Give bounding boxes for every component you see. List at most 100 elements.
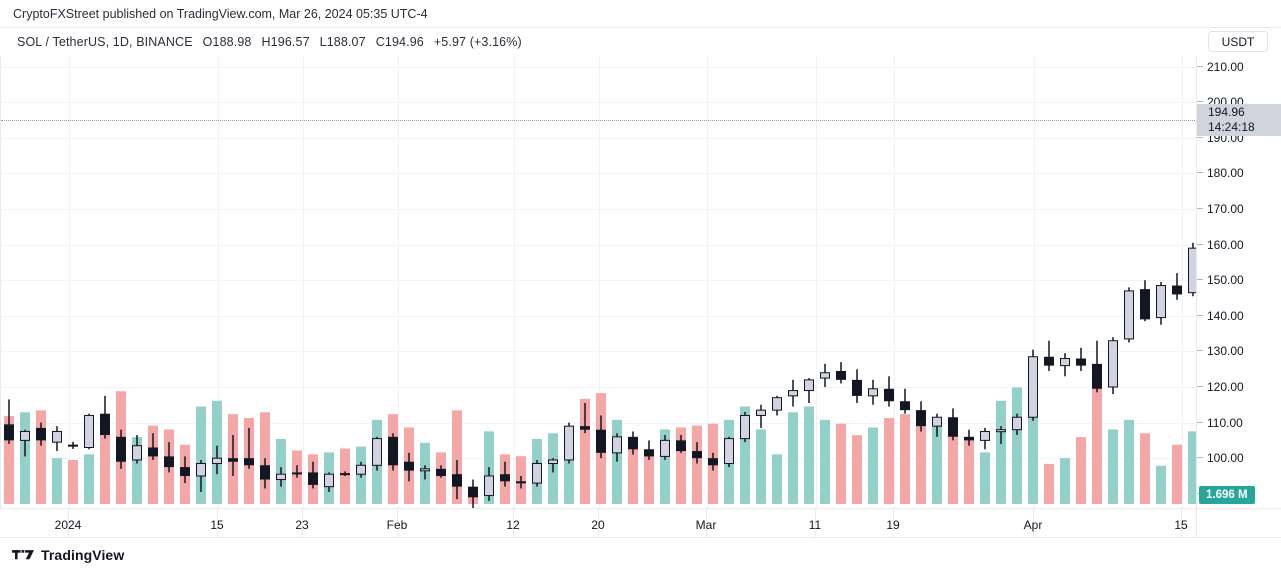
candle-body-bullish: [756, 409, 766, 416]
candle-body-bullish: [564, 425, 574, 461]
candle-body-bearish: [916, 410, 926, 427]
time-axis-separator: [302, 509, 303, 537]
candle-wick: [232, 435, 234, 476]
time-axis-separator: [598, 509, 599, 537]
legend-symbol[interactable]: SOL / TetherUS, 1D, BINANCE: [17, 35, 193, 49]
price-tick-label: 210.00: [1197, 61, 1244, 73]
candle-body-bearish: [180, 467, 190, 476]
volume-value: 1.696 M: [1206, 489, 1248, 501]
candle-body-bearish: [676, 440, 686, 452]
currency-badge[interactable]: USDT: [1208, 31, 1268, 52]
candle-body-bullish: [1108, 340, 1118, 388]
volume-bar: [1092, 374, 1102, 504]
time-tick-label: 11: [808, 518, 822, 532]
candle-body-bearish: [292, 472, 302, 475]
volume-bar: [196, 406, 206, 504]
volume-bar: [340, 448, 350, 504]
candle-body-bullish: [372, 438, 382, 466]
candle-body-bearish: [708, 458, 718, 466]
time-tick-label: 12: [506, 518, 520, 532]
time-tick-label: 2024: [54, 518, 82, 532]
volume-bar: [20, 412, 30, 504]
volume-bar: [1012, 387, 1022, 504]
gridline-horizontal: [1, 245, 1196, 246]
candle-wick: [8, 399, 10, 444]
candle-body-bearish: [1092, 363, 1102, 389]
gridline-vertical: [398, 56, 399, 508]
price-tick-label: 120.00: [1197, 381, 1244, 393]
candle-body-bearish: [404, 461, 414, 471]
volume-bar: [756, 429, 766, 504]
gridline-horizontal: [1, 173, 1196, 174]
candle-wick: [24, 429, 26, 457]
gridline-horizontal: [1, 209, 1196, 210]
gridline-vertical: [69, 56, 70, 508]
candle-body-bullish: [1124, 290, 1134, 340]
time-tick-label: 23: [295, 518, 309, 532]
gridline-horizontal: [1, 67, 1196, 68]
volume-bar: [772, 454, 782, 504]
legend-close: C194.96: [375, 35, 424, 49]
footer-branding: TradingView: [0, 539, 1281, 571]
candle-body-bullish: [996, 429, 1006, 433]
volume-bar: [260, 412, 270, 504]
candle-body-bullish: [420, 468, 430, 472]
chart-plot-area[interactable]: [0, 56, 1196, 508]
volume-bar: [900, 414, 910, 504]
candle-body-bearish: [500, 474, 510, 482]
volume-bar: [628, 448, 638, 504]
candle-body-bullish: [196, 463, 206, 477]
candle-body-bearish: [1140, 289, 1150, 320]
candle-wick: [760, 404, 762, 428]
volume-bar: [1044, 463, 1054, 504]
bar-countdown: 14:24:18: [1208, 120, 1255, 134]
price-tick-label: 140.00: [1197, 310, 1244, 322]
candle-body-bullish: [276, 473, 286, 481]
volume-bar: [1172, 444, 1182, 504]
current-price-value: 194.96: [1208, 105, 1245, 119]
time-tick-label: Mar: [695, 518, 717, 532]
time-axis-separator: [1196, 509, 1197, 537]
candle-body-bearish: [1044, 356, 1054, 366]
gridline-horizontal: [1, 280, 1196, 281]
price-tick-label: 100.00: [1197, 452, 1244, 464]
gridline-vertical: [303, 56, 304, 508]
candle-body-bullish: [1188, 247, 1196, 294]
attribution-bar: CryptoFXStreet published on TradingView.…: [0, 0, 1281, 28]
volume-bar: [980, 452, 990, 504]
candle-body-bullish: [356, 464, 366, 475]
price-tick-label: 180.00: [1197, 167, 1244, 179]
legend-change: +5.97 (+3.16%): [433, 35, 522, 49]
time-axis[interactable]: 2024 15 23 Feb 12 20 Mar 11 19 Apr 15: [0, 508, 1281, 538]
gridline-horizontal: [1, 316, 1196, 317]
candle-body-bullish: [132, 445, 142, 461]
volume-value-badge: 1.696 M: [1199, 486, 1255, 504]
price-tick-label: 110.00: [1197, 417, 1243, 429]
volume-bar: [564, 427, 574, 504]
volume-bar: [1060, 458, 1070, 504]
volume-bar: [644, 450, 654, 504]
price-tick-label: 160.00: [1197, 239, 1244, 251]
candle-wick: [1000, 426, 1002, 444]
candle-body-bearish: [644, 449, 654, 457]
volume-bar: [820, 419, 830, 504]
volume-bar: [132, 437, 142, 504]
gridline-horizontal: [1, 351, 1196, 352]
time-axis-separator: [397, 509, 398, 537]
candle-body-bearish: [228, 458, 238, 462]
candle-body-bullish: [788, 390, 798, 397]
current-price-label: 194.96 14:24:18: [1197, 104, 1281, 136]
candle-body-bearish: [964, 436, 974, 441]
gridline-vertical: [816, 56, 817, 508]
time-tick-label: Feb: [386, 518, 408, 532]
candle-body-bullish: [1156, 285, 1166, 319]
candle-body-bullish: [52, 430, 62, 443]
candle-body-bearish: [468, 486, 478, 498]
candle-body-bearish: [516, 481, 526, 484]
candle-wick: [552, 458, 554, 473]
volume-bar: [1156, 465, 1166, 504]
candle-body-bearish: [100, 413, 110, 436]
candle-body-bearish: [164, 456, 174, 468]
candle-body-bearish: [4, 424, 14, 441]
